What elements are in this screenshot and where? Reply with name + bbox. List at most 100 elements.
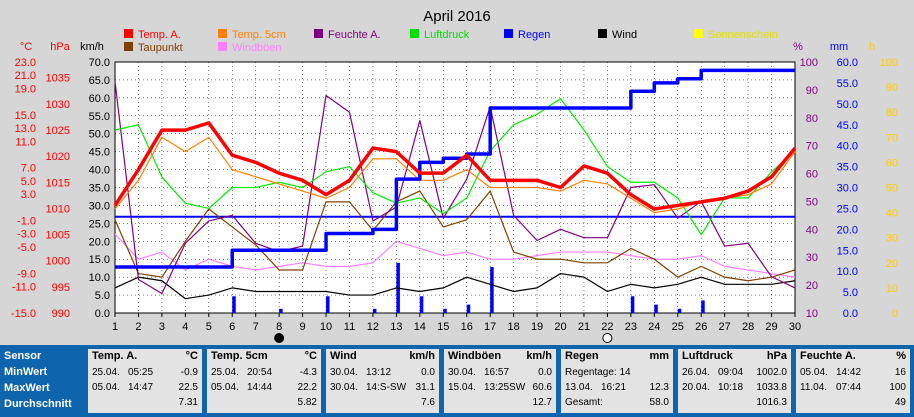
legend-swatch	[598, 29, 607, 38]
x-tick-label: 1	[112, 321, 118, 333]
tick-label-mm: 20.0	[837, 224, 858, 236]
x-tick-label: 16	[461, 321, 473, 333]
x-tick-label: 2	[135, 321, 141, 333]
legend-swatch	[410, 29, 419, 38]
stats-row-labels: Sensor MinWert MaxWert Durchschnitt	[4, 349, 82, 413]
max-value: 100	[889, 382, 906, 393]
x-tick-label: 4	[182, 321, 188, 333]
tick-label-h: 10	[886, 283, 898, 295]
tick-label-h: 50	[886, 183, 898, 195]
tick-label-hpa: 1030	[46, 99, 70, 111]
sensor-unit: °C	[304, 350, 317, 362]
min-value: 1002.0	[756, 367, 787, 378]
max-time: 07:44	[836, 382, 862, 393]
x-tick-label: 25	[672, 321, 684, 333]
legend: Temp. A. Temp. 5cm Feuchte A. Luftdruck Rege…	[124, 29, 778, 54]
min-note: Regentage: 14	[565, 367, 631, 378]
x-tick-label: 12	[367, 321, 379, 333]
tick-label-mm: 55.0	[837, 78, 858, 90]
sensor-name: Wind	[330, 350, 357, 362]
stats-row: Windböen km/h	[444, 349, 556, 363]
avg-value: 7.6	[421, 397, 435, 408]
stats-row: 7.6	[326, 396, 439, 410]
x-tick-label: 14	[414, 321, 426, 333]
legend-label: Sonnenschein	[708, 29, 778, 41]
min-time: 14:42	[836, 367, 862, 378]
tick-label-pct: 60	[806, 169, 818, 181]
tick-label-kmh: 40.0	[89, 165, 110, 177]
series-line-wind	[114, 272, 796, 300]
sensor-unit: %	[896, 350, 906, 362]
stats-row: 05.04. 14:47 22.5	[88, 381, 202, 395]
tick-label-h: 80	[886, 107, 898, 119]
rain-bar	[701, 300, 705, 313]
max-time: 14:44	[247, 382, 273, 393]
legend-label: Luftdruck	[424, 29, 470, 41]
max-date: 05.04.	[211, 382, 239, 393]
x-tick-label: 29	[765, 321, 777, 333]
series-line-feuchte	[114, 81, 796, 295]
stats-row: 05.04. 14:44 22.2	[207, 381, 321, 395]
tick-label-kmh: 70.0	[89, 57, 110, 69]
rain-bar	[630, 296, 635, 313]
min-date: 05.04.	[800, 367, 828, 378]
x-tick-label: 22	[601, 321, 613, 333]
label-avg: Durchschnitt	[4, 398, 72, 410]
tick-label-kmh: 50.0	[89, 129, 110, 141]
tick-label-mm: 10.0	[837, 266, 858, 278]
min-time: 05:25	[128, 367, 154, 378]
series-line-windboeen	[114, 233, 796, 278]
min-date: 26.04.	[682, 367, 710, 378]
sensor-unit: km/h	[409, 350, 435, 362]
tick-label-mm: 5.0	[843, 287, 858, 299]
sensor-name: Luftdruck	[682, 350, 733, 362]
full-moon-icon	[602, 333, 613, 343]
tick-label-kmh: 45.0	[89, 147, 110, 159]
tick-label-pct: 50	[806, 196, 818, 208]
tick-label-mm: 15.0	[837, 245, 858, 257]
label-min: MinWert	[4, 366, 48, 378]
tick-label-h: 20	[886, 258, 898, 270]
tick-label-temp: 11.0	[15, 136, 36, 148]
min-value: 0.0	[538, 367, 552, 378]
tick-label-kmh: 25.0	[89, 218, 110, 230]
axis-unit-pct: %	[793, 41, 803, 53]
rain-bar	[279, 308, 283, 313]
weather-chart: April 2016 °C23.021.019.015.013.011.07.0…	[11, 8, 898, 343]
sensor-name: Windböen	[448, 350, 502, 362]
stats-row: 25.04. 20:54 -4.3	[207, 366, 321, 380]
tick-label-mm: 25.0	[837, 203, 858, 215]
tick-label-kmh: 5.0	[95, 290, 110, 302]
legend-label: Temp. 5cm	[232, 29, 286, 41]
series-line-regen	[115, 68, 795, 269]
tick-label-pct: 80	[806, 113, 818, 125]
stats-row: 20.04. 10:18 1033.8	[678, 381, 791, 395]
rain-bar	[466, 304, 471, 313]
stats-row: Luftdruck hPa	[678, 349, 791, 363]
legend-swatch	[314, 29, 323, 38]
x-tick-label: 11	[344, 321, 355, 333]
stats-row: Wind km/h	[326, 349, 439, 363]
tick-label-h: 100	[880, 57, 898, 69]
stats-row: 13.04. 16:21 12.3	[561, 381, 673, 395]
stats-block-2: Temp. 5cm °C 25.04. 20:54 -4.3 05.04. 14:44 22.…	[207, 349, 321, 413]
stats-row: 11.04. 07:44 100	[796, 381, 910, 395]
tick-label-pct: 70	[806, 141, 818, 153]
stats-row: 05.04. 14:42 16	[796, 366, 910, 380]
stats-block-7: Feuchte A.% 05.04. 14:42 16 11.04. 07:44 100 49	[796, 349, 910, 413]
max-date: 15.04.	[448, 382, 476, 393]
legend-swatch	[218, 42, 227, 51]
max-value: 60.6	[532, 382, 552, 393]
sensor-unit: mm	[649, 350, 669, 362]
legend-label: Regen	[518, 29, 550, 41]
tick-label-kmh: 10.0	[89, 272, 110, 284]
stats-row: Feuchte A.%	[796, 349, 910, 363]
label-max: MaxWert	[4, 382, 50, 394]
max-time: 13:25SW	[484, 382, 526, 393]
rain-bar	[372, 308, 377, 313]
rain-bar	[490, 266, 494, 313]
tick-label-temp: -11.0	[12, 282, 36, 294]
x-tick-label: 8	[276, 321, 282, 333]
stats-row: 12.7	[444, 396, 556, 410]
stats-row: Regen mm	[561, 349, 673, 363]
